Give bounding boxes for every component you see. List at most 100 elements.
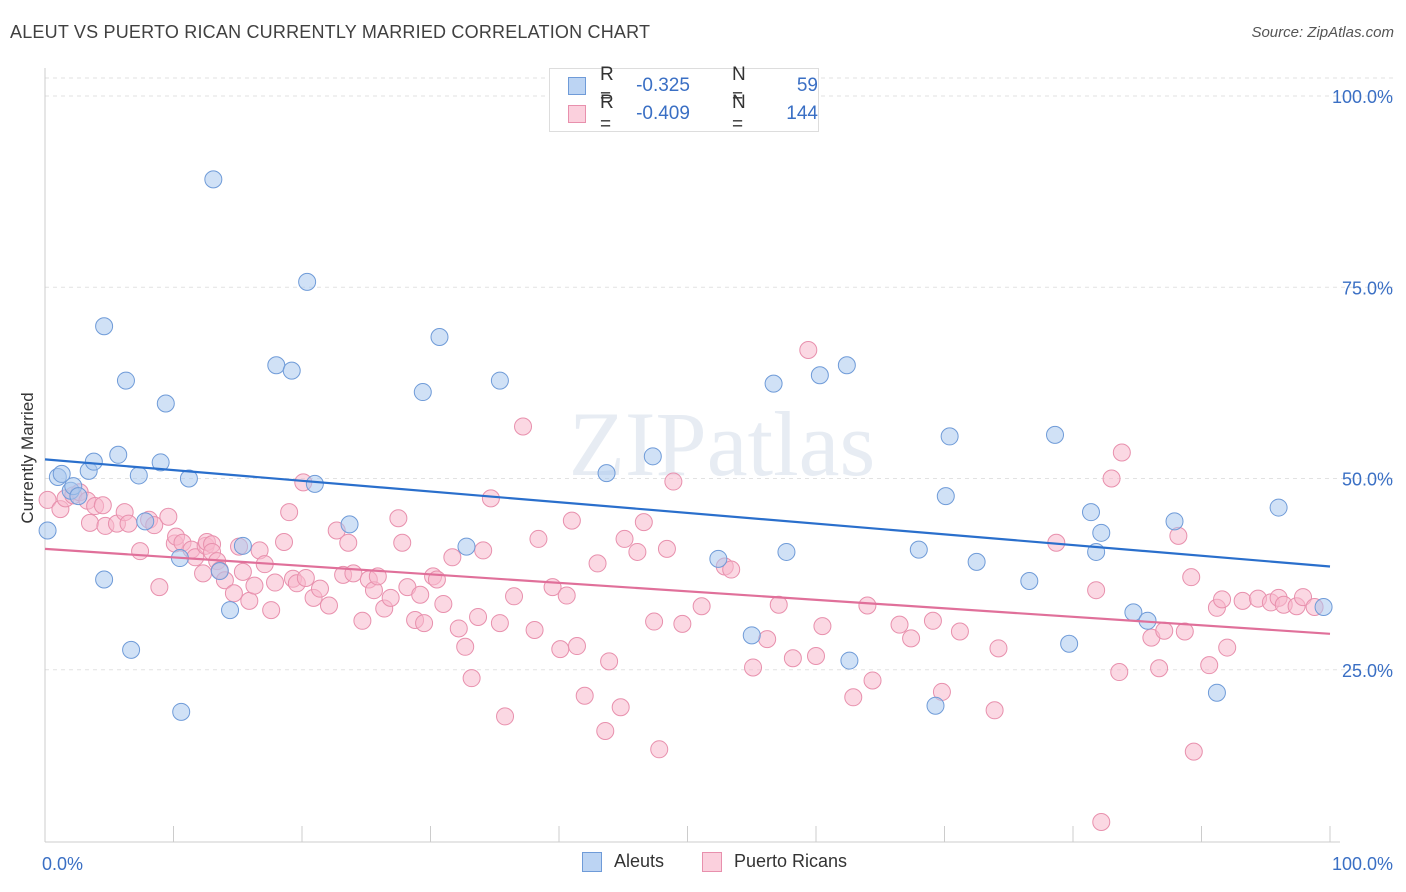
- data-point: [245, 576, 264, 595]
- data-point: [310, 579, 329, 598]
- data-point: [340, 515, 359, 534]
- data-point: [611, 698, 630, 717]
- data-point: [150, 578, 169, 597]
- data-point: [985, 701, 1004, 720]
- data-point: [597, 464, 616, 483]
- legend-item-puerto-ricans: Puerto Ricans: [702, 851, 847, 872]
- tick-labels: 25.0% 50.0% 75.0% 100.0% 0.0% 100.0%: [42, 87, 1393, 874]
- data-point: [1081, 503, 1100, 522]
- data-point: [1150, 659, 1169, 678]
- stats-legend: R = -0.325 N = 59 R = -0.409 N = 144: [549, 64, 819, 135]
- data-point: [339, 533, 358, 552]
- source-label: Source: ZipAtlas.com: [1251, 24, 1394, 41]
- data-point: [172, 702, 191, 721]
- data-point: [131, 542, 150, 561]
- data-point: [615, 529, 634, 548]
- data-point: [95, 570, 114, 589]
- data-point: [742, 626, 761, 645]
- data-point: [490, 371, 509, 390]
- data-point: [967, 552, 986, 571]
- data-point: [415, 614, 434, 633]
- legend-swatch-aleuts: [568, 77, 586, 95]
- data-point: [240, 591, 259, 610]
- data-point: [1155, 621, 1174, 640]
- legend-row-aleuts: R = -0.325 N = 59: [568, 64, 818, 107]
- data-point: [84, 452, 103, 471]
- data-point: [298, 272, 317, 291]
- y-tick-label: 25.0%: [1342, 661, 1393, 681]
- data-point: [434, 594, 453, 613]
- data-point: [600, 652, 619, 671]
- data-point: [151, 453, 170, 472]
- data-point: [1092, 523, 1111, 542]
- legend-swatch-aleuts: [582, 851, 602, 872]
- data-point: [474, 541, 493, 560]
- data-point: [923, 611, 942, 630]
- legend-n-label: N =: [731, 64, 746, 107]
- data-point: [588, 554, 607, 573]
- data-point: [116, 371, 135, 390]
- data-point: [722, 560, 741, 579]
- data-point: [224, 584, 243, 603]
- data-point: [514, 417, 533, 436]
- data-point: [673, 614, 692, 633]
- data-point: [562, 511, 581, 530]
- data-point: [1110, 663, 1129, 682]
- data-point: [1182, 568, 1201, 587]
- data-point: [1269, 498, 1288, 517]
- data-point: [136, 512, 155, 531]
- legend-label-aleuts: Aleuts: [614, 851, 665, 871]
- data-point: [909, 540, 928, 559]
- legend-item-aleuts: Aleuts: [582, 851, 664, 872]
- trend-line-puerto-ricans: [44, 547, 1331, 635]
- data-point: [109, 445, 128, 464]
- data-point: [567, 637, 586, 656]
- data-point: [449, 619, 468, 638]
- data-point: [596, 721, 615, 740]
- x-tick-label: 100.0%: [1332, 854, 1393, 874]
- trend-lines: [44, 458, 1331, 635]
- data-point: [657, 539, 676, 558]
- data-point: [989, 639, 1008, 658]
- data-point: [456, 637, 475, 656]
- data-point: [1165, 512, 1184, 531]
- data-point: [551, 640, 570, 659]
- data-point: [525, 620, 544, 639]
- data-point: [1314, 598, 1333, 617]
- data-point: [709, 549, 728, 568]
- data-point: [95, 317, 114, 336]
- aleuts-points: [38, 170, 1333, 721]
- legend-row-puerto-ricans: R = -0.409 N = 144: [568, 92, 818, 135]
- data-point: [1046, 425, 1065, 444]
- data-point: [1184, 742, 1203, 761]
- data-point: [462, 669, 481, 688]
- data-point: [575, 686, 594, 705]
- data-point: [505, 587, 524, 606]
- data-point: [890, 615, 909, 634]
- data-point: [645, 612, 664, 631]
- data-point: [344, 564, 363, 583]
- data-point: [129, 466, 148, 485]
- data-point: [650, 740, 669, 759]
- data-point: [353, 611, 372, 630]
- data-point: [1060, 634, 1079, 653]
- legend-r-value: -0.325: [636, 75, 690, 96]
- data-point: [1087, 581, 1106, 600]
- data-point: [267, 356, 286, 375]
- legend-swatch-puerto-ricans: [702, 851, 722, 872]
- data-point: [282, 361, 301, 380]
- data-point: [936, 487, 955, 506]
- data-point: [810, 366, 829, 385]
- legend-n-value: 59: [796, 75, 818, 96]
- data-point: [280, 503, 299, 522]
- data-point: [1207, 683, 1226, 702]
- legend-swatch-puerto-ricans: [568, 105, 586, 123]
- data-point: [557, 586, 576, 605]
- watermark: ZIPatlas: [569, 393, 876, 495]
- data-point: [389, 509, 408, 528]
- axes: [44, 68, 1340, 843]
- data-point: [233, 536, 252, 555]
- data-point: [1112, 443, 1131, 462]
- data-point: [221, 601, 240, 620]
